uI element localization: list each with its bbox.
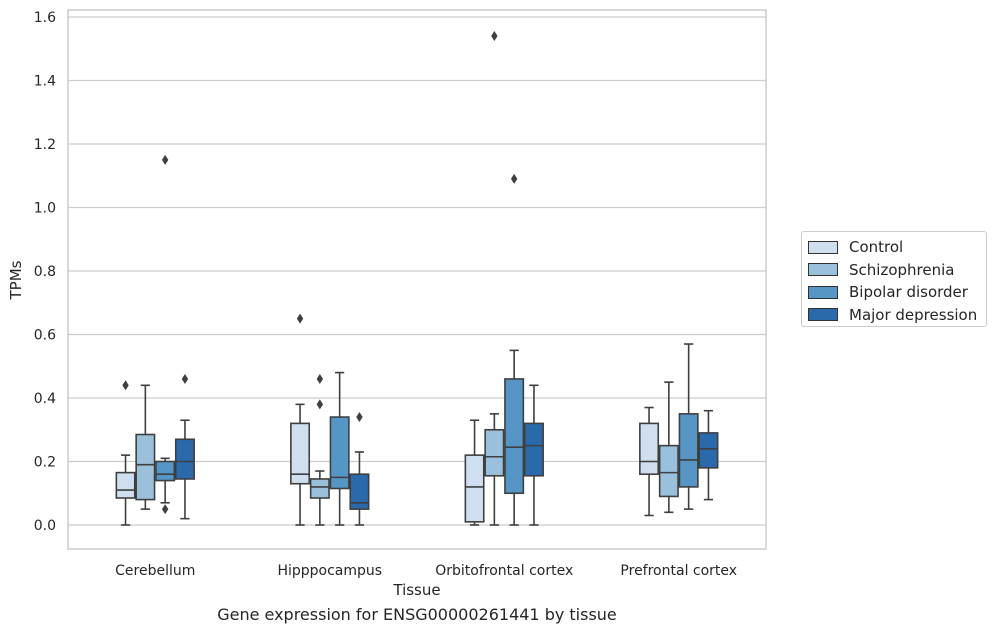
box-body — [678, 413, 699, 488]
box-body — [329, 416, 350, 490]
outlier-point — [510, 173, 518, 184]
y-tick-label: 1.0 — [34, 201, 56, 217]
legend-item: Schizophrenia — [808, 260, 954, 280]
box-body — [504, 378, 525, 495]
box-body — [464, 454, 485, 523]
outlier-point — [296, 313, 304, 324]
legend: Control Schizophrenia Bipolar disorder Majo… — [801, 231, 987, 327]
box-body — [349, 473, 370, 510]
box-control — [639, 406, 660, 517]
outlier-point — [316, 373, 324, 384]
y-tick-label: 1.4 — [34, 74, 56, 90]
box-schizophrenia — [658, 381, 679, 514]
box-bipolar-disorder — [155, 154, 176, 515]
plot-area-frame — [67, 9, 767, 550]
outlier-point — [356, 412, 363, 423]
y-tick-label: 0.6 — [34, 328, 56, 344]
box-body — [135, 433, 156, 501]
box-major-depression — [174, 373, 195, 520]
box-body — [698, 432, 719, 469]
box-schizophrenia — [135, 384, 156, 510]
box-major-depression — [698, 409, 719, 501]
box-bipolar-disorder — [678, 343, 699, 510]
legend-swatch — [808, 240, 838, 254]
legend-swatch — [808, 285, 838, 299]
box-control — [290, 313, 311, 526]
box-body — [639, 422, 660, 475]
box-control — [464, 419, 485, 526]
y-tick-label: 0.0 — [34, 518, 56, 534]
legend-label: Major depression — [849, 305, 978, 324]
x-tick-label: Hipppocampus — [277, 563, 382, 579]
box-major-depression — [523, 384, 544, 526]
box-body — [155, 460, 176, 482]
grid-lines — [68, 16, 766, 526]
x-tick-label: Orbitofrontal cortex — [435, 563, 573, 579]
box-groups — [115, 31, 719, 526]
box-body — [174, 438, 195, 480]
outlier-point — [181, 373, 189, 384]
legend-label: Control — [849, 238, 904, 256]
box-body — [484, 428, 505, 477]
y-tick-label: 1.2 — [34, 137, 56, 153]
legend-swatch — [808, 263, 838, 276]
box-control — [115, 380, 136, 526]
legend-item: Major depression — [808, 305, 977, 325]
box-body — [658, 444, 679, 498]
outlier-point — [161, 504, 169, 515]
box-schizophrenia — [484, 31, 505, 526]
legend-label: Bipolar disorder — [849, 283, 968, 301]
box-body — [290, 422, 311, 485]
box-major-depression — [349, 412, 370, 526]
box-schizophrenia — [309, 373, 330, 526]
x-axis-ticks: Cerebellum Hipppocampus Orbitofrontal cort… — [115, 563, 737, 579]
x-axis-label: Tissue — [392, 581, 440, 599]
outlier-point — [491, 31, 498, 42]
box-bipolar-disorder — [329, 371, 350, 526]
box-body — [309, 478, 330, 499]
y-axis-label: TPMs — [7, 260, 25, 300]
outlier-point — [316, 399, 324, 410]
box-bipolar-disorder — [504, 173, 525, 526]
legend-item: Control — [808, 237, 903, 257]
legend-swatch — [808, 308, 838, 321]
box-body — [115, 471, 136, 499]
x-tick-label: Cerebellum — [115, 563, 195, 579]
outlier-point — [161, 154, 169, 165]
legend-label: Schizophrenia — [849, 260, 955, 279]
y-tick-label: 0.8 — [34, 264, 56, 280]
figure-caption: Gene expression for ENSG00000261441 by t… — [217, 605, 617, 624]
y-axis-ticks: 0.0 0.2 0.4 0.6 0.8 1.0 1.2 1.4 1.6 — [34, 10, 56, 534]
y-tick-label: 0.2 — [34, 455, 56, 471]
y-tick-label: 0.4 — [34, 391, 56, 407]
box-body — [523, 422, 544, 477]
x-tick-label: Prefrontal cortex — [620, 563, 737, 579]
y-tick-label: 1.6 — [34, 10, 56, 26]
outlier-point — [122, 380, 129, 391]
legend-item: Bipolar disorder — [808, 282, 968, 302]
